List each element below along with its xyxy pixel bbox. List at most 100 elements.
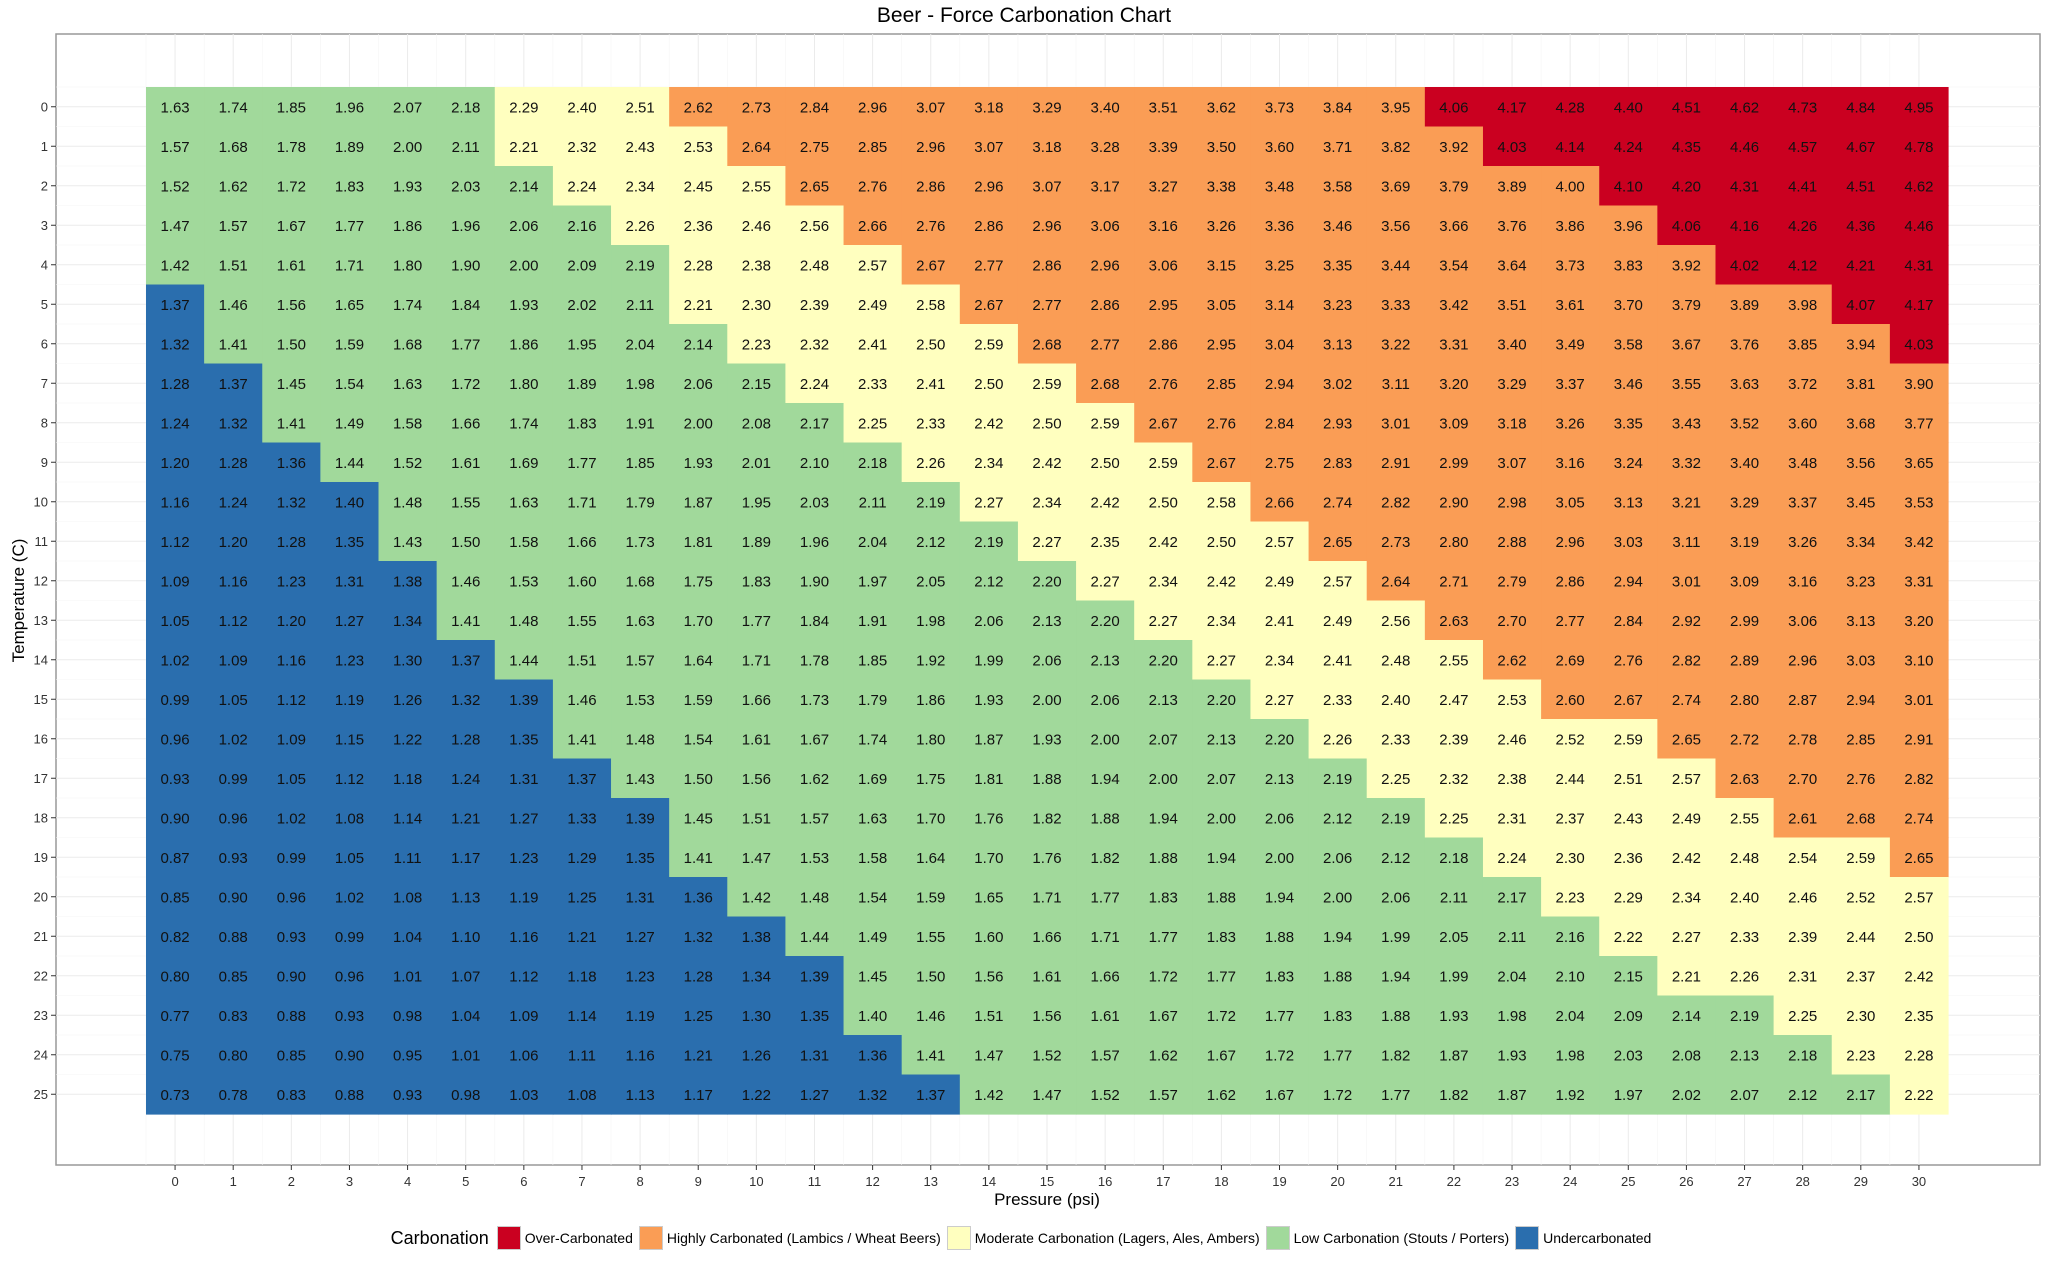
cell-value-label: 3.96 xyxy=(1614,218,1643,235)
cell-value-label: 3.33 xyxy=(1381,297,1410,314)
heatmap-cell xyxy=(1773,719,1833,760)
x-tick-label: 16 xyxy=(1098,1174,1112,1189)
cell-value-label: 2.00 xyxy=(1032,692,1061,709)
heatmap-cell xyxy=(146,561,205,602)
cell-value-label: 3.20 xyxy=(1439,376,1468,393)
cell-value-label: 2.76 xyxy=(858,178,887,195)
heatmap-cell xyxy=(669,521,728,562)
cell-value-label: 2.39 xyxy=(800,297,829,314)
heatmap-cell xyxy=(1017,245,1077,286)
cell-value-label: 2.94 xyxy=(1265,376,1294,393)
heatmap-cell xyxy=(611,87,670,128)
heatmap-cell xyxy=(611,284,670,325)
heatmap-cell xyxy=(1831,916,1891,957)
cell-value-label: 3.26 xyxy=(1788,534,1817,551)
heatmap-cell xyxy=(1076,640,1135,681)
cell-value-label: 3.50 xyxy=(1207,139,1236,156)
cell-value-label: 4.03 xyxy=(1497,139,1526,156)
cell-value-label: 1.23 xyxy=(335,652,364,669)
heatmap-cell xyxy=(204,87,263,128)
heatmap-cell xyxy=(1134,916,1193,957)
cell-value-label: 3.73 xyxy=(1265,99,1294,116)
cell-value-label: 1.19 xyxy=(335,692,364,709)
cell-value-label: 1.94 xyxy=(1323,929,1352,946)
heatmap-cell xyxy=(262,640,321,681)
heatmap-cell xyxy=(1599,482,1658,523)
heatmap-cell xyxy=(1831,837,1891,878)
cell-value-label: 2.18 xyxy=(451,99,480,116)
heatmap-cell xyxy=(262,521,321,562)
heatmap-cell xyxy=(669,87,728,128)
cell-value-label: 1.49 xyxy=(858,929,887,946)
heatmap-cell xyxy=(262,1035,321,1076)
y-tick-label: 2 xyxy=(41,178,48,193)
heatmap-cell xyxy=(727,363,787,404)
heatmap-cell xyxy=(1192,916,1252,957)
cell-value-label: 2.56 xyxy=(1381,613,1410,630)
heatmap-cell xyxy=(552,1035,612,1076)
heatmap-cell xyxy=(552,442,612,483)
cell-value-label: 2.67 xyxy=(974,297,1003,314)
heatmap-cell xyxy=(1773,758,1833,799)
cell-value-label: 1.60 xyxy=(974,929,1003,946)
cell-value-label: 2.52 xyxy=(1846,889,1875,906)
cell-value-label: 0.75 xyxy=(160,1047,189,1064)
heatmap-cell xyxy=(1366,166,1426,207)
y-tick-label: 6 xyxy=(41,336,48,351)
heatmap-cell xyxy=(494,877,554,918)
cell-value-label: 2.53 xyxy=(684,139,713,156)
cell-value-label: 1.59 xyxy=(916,889,945,906)
heatmap-cell xyxy=(1482,679,1542,720)
cell-value-label: 1.28 xyxy=(451,731,480,748)
cell-value-label: 1.97 xyxy=(858,573,887,590)
cell-value-label: 0.99 xyxy=(219,771,248,788)
cell-value-label: 1.94 xyxy=(1091,771,1120,788)
heatmap-cell xyxy=(1017,837,1077,878)
cell-value-label: 1.32 xyxy=(277,494,306,511)
cell-value-label: 3.06 xyxy=(1788,613,1817,630)
cell-value-label: 2.33 xyxy=(1323,692,1352,709)
heatmap-cell xyxy=(1657,482,1717,523)
cell-value-label: 1.02 xyxy=(277,810,306,827)
y-tick-label: 0 xyxy=(41,99,48,114)
heatmap-cell xyxy=(1424,1074,1484,1115)
heatmap-cell xyxy=(901,640,961,681)
cell-value-label: 1.67 xyxy=(277,218,306,235)
heatmap-cell xyxy=(146,284,205,325)
cell-value-label: 2.31 xyxy=(1788,968,1817,985)
heatmap-cell xyxy=(611,995,670,1036)
heatmap-cell xyxy=(1017,482,1077,523)
heatmap-cell xyxy=(1076,758,1135,799)
heatmap-cell xyxy=(320,758,380,799)
cell-value-label: 1.90 xyxy=(451,257,480,274)
heatmap-cell xyxy=(1308,87,1368,128)
heatmap-cell xyxy=(669,284,728,325)
cell-value-label: 1.51 xyxy=(742,810,771,827)
cell-value-label: 2.88 xyxy=(1497,534,1526,551)
cell-value-label: 1.37 xyxy=(916,1087,945,1104)
cell-value-label: 1.88 xyxy=(1265,929,1294,946)
cell-value-label: 3.71 xyxy=(1323,139,1352,156)
cell-value-label: 1.41 xyxy=(916,1047,945,1064)
cell-value-label: 2.27 xyxy=(1672,929,1701,946)
heatmap-cell xyxy=(1831,126,1891,167)
heatmap-cell xyxy=(611,205,670,246)
heatmap-cell xyxy=(262,205,321,246)
cell-value-label: 1.41 xyxy=(684,850,713,867)
cell-value-label: 2.44 xyxy=(1556,771,1585,788)
heatmap-cell xyxy=(1076,245,1135,286)
cell-value-label: 1.26 xyxy=(393,692,422,709)
cell-value-label: 3.04 xyxy=(1265,336,1294,353)
heatmap-cell xyxy=(1889,363,1949,404)
cell-value-label: 4.51 xyxy=(1846,178,1875,195)
cell-value-label: 1.41 xyxy=(451,613,480,630)
cell-value-label: 1.65 xyxy=(335,297,364,314)
cell-value-label: 1.71 xyxy=(567,494,596,511)
cell-value-label: 2.77 xyxy=(1032,297,1061,314)
cell-value-label: 2.51 xyxy=(1614,771,1643,788)
cell-value-label: 2.06 xyxy=(974,613,1003,630)
cell-value-label: 1.63 xyxy=(858,810,887,827)
heatmap-cell xyxy=(785,482,845,523)
cell-value-label: 4.17 xyxy=(1904,297,1933,314)
heatmap-cell xyxy=(959,1074,1019,1115)
